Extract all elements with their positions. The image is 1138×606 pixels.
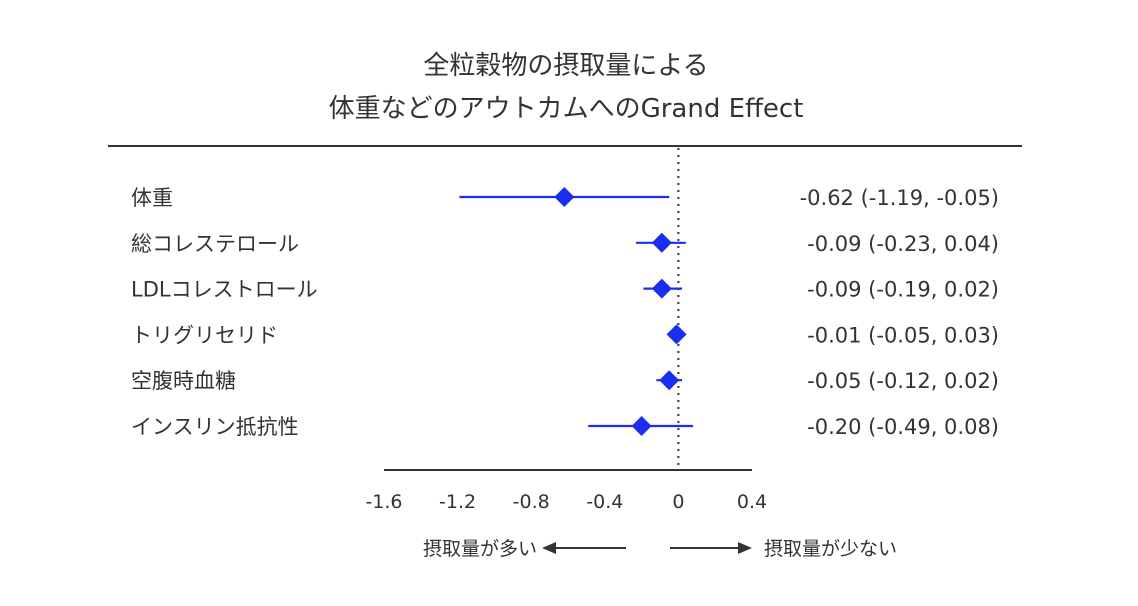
row-ci-text: -0.20 (-0.49, 0.08) [807, 415, 999, 439]
left-arrow-label: 摂取量が多い [423, 538, 537, 560]
chart-title-line-2: 体重などのアウトカムへのGrand Effect [329, 94, 804, 124]
row-ci-text: -0.09 (-0.23, 0.04) [807, 232, 999, 256]
chart-title-line-1: 全粒穀物の摂取量による [423, 51, 708, 81]
point-estimate-marker [631, 416, 652, 436]
row-label: LDLコレストロール [131, 278, 318, 302]
row-ci-text: -0.09 (-0.19, 0.02) [807, 278, 999, 302]
row-ci-text: -0.62 (-1.19, -0.05) [800, 186, 999, 210]
x-tick-label: -0.8 [513, 491, 550, 513]
x-tick-label: 0 [672, 491, 684, 513]
forest-rows: 体重 -0.62 (-1.19, -0.05) 総コレステロール -0.09 (-0.… [131, 186, 999, 439]
row-label: 体重 [131, 186, 173, 210]
point-estimate-marker [666, 324, 687, 345]
point-estimate-marker [651, 278, 672, 299]
x-tick-label: -0.4 [586, 491, 623, 513]
row-label: トリグリセリド [131, 323, 278, 347]
row-label: 総コレステロール [131, 232, 299, 256]
left-arrowhead-icon [542, 542, 556, 554]
x-tick-label: -1.6 [365, 491, 402, 513]
row-ci-text: -0.01 (-0.05, 0.03) [807, 323, 999, 347]
x-tick-label: 0.4 [737, 491, 767, 513]
point-estimate-marker [651, 232, 672, 253]
right-arrowhead-icon [738, 542, 752, 554]
row-ci-text: -0.05 (-0.12, 0.02) [807, 369, 999, 393]
point-estimate-marker [554, 187, 575, 207]
right-arrow-label: 摂取量が少ない [764, 538, 897, 560]
point-estimate-marker [659, 370, 680, 391]
row-label: インスリン抵抗性 [131, 415, 299, 439]
row-label: 空腹時血糖 [131, 369, 236, 393]
x-tick-label: -1.2 [439, 491, 476, 513]
x-axis-ticks: -1.6 -1.2 -0.8 -0.4 0 0.4 [365, 491, 767, 513]
